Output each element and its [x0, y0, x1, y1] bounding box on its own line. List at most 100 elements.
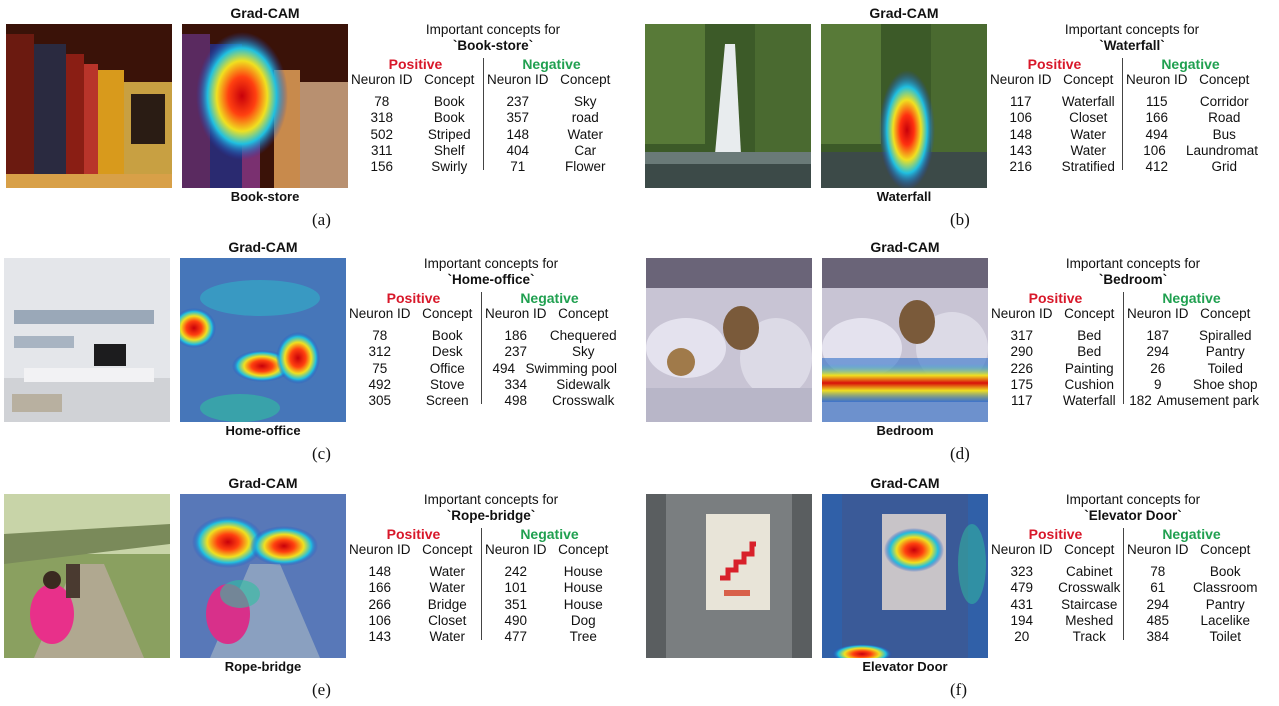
- neuron-id: 143: [1009, 142, 1033, 158]
- table-row: 237 Sky: [484, 94, 619, 110]
- table-row: 351 House: [482, 597, 617, 613]
- panel-c: Grad-CAM Home-office Important concepts …: [4, 236, 634, 468]
- neuron-id: 71: [510, 159, 526, 175]
- concept-header: Concept: [558, 306, 609, 321]
- table-row: 175 Cushion: [988, 377, 1123, 393]
- neuron-id-header: Neuron ID: [348, 542, 411, 557]
- table-row: 404 Car: [484, 143, 619, 159]
- concept: Stove: [429, 376, 465, 392]
- neuron-id: 492: [368, 376, 392, 392]
- negative-column: Negative Neuron ID Concept 242 House 101 Ho…: [482, 526, 617, 645]
- concept: Dog: [570, 612, 596, 628]
- table-intro: Important concepts for: [1065, 256, 1201, 271]
- concept: Corridor: [1199, 94, 1249, 109]
- column-divider: [1123, 528, 1124, 640]
- negative-header: Negative: [520, 290, 579, 306]
- table-row: 148 Water: [987, 127, 1122, 143]
- class-label: Waterfall: [876, 189, 932, 204]
- positive-header: Positive: [1028, 290, 1083, 306]
- neuron-id: 101: [504, 580, 528, 596]
- neuron-id: 182: [1129, 393, 1152, 409]
- concept: Screen: [425, 393, 469, 409]
- concept: Shoe shop: [1192, 376, 1258, 392]
- neuron-id-header: Neuron ID: [484, 306, 547, 321]
- concept: Waterfall: [1062, 393, 1116, 409]
- concept: Tree: [569, 629, 597, 645]
- table-row: 61 Classroom: [1124, 580, 1259, 596]
- table-row: 305 Screen: [346, 393, 481, 409]
- neuron-id: 148: [506, 126, 530, 142]
- concept: Swimming pool: [525, 360, 617, 376]
- table-row: 323 Cabinet: [988, 564, 1123, 580]
- table-row: 216 Stratified: [987, 159, 1122, 175]
- neuron-id: 106: [1143, 142, 1166, 158]
- neuron-id: 498: [504, 393, 528, 409]
- panel-f: Grad-CAM Elevator Door Important concept…: [646, 472, 1276, 704]
- concept-table: Important concepts for `Elevator Door` P…: [988, 492, 1278, 646]
- table-row: 498 Crosswalk: [482, 393, 617, 409]
- neuron-id: 78: [372, 328, 388, 343]
- table-row: 237 Sky: [482, 344, 617, 360]
- neuron-id: 216: [1009, 159, 1033, 175]
- neuron-id: 384: [1146, 629, 1170, 645]
- table-row: 490 Dog: [482, 613, 617, 629]
- positive-header: Positive: [386, 526, 441, 542]
- table-intro: Important concepts for: [1064, 22, 1200, 37]
- concept-header: Concept: [1200, 542, 1251, 557]
- neuron-id-header: Neuron ID: [1125, 72, 1188, 87]
- class-label: Home-office: [225, 423, 301, 438]
- concept: Swirly: [431, 159, 468, 175]
- table-row: 143 Water: [346, 629, 481, 645]
- concept: Water: [429, 629, 465, 645]
- table-row: 182 Amusement park: [1124, 393, 1259, 409]
- neuron-id: 237: [504, 344, 528, 360]
- neuron-id-header: Neuron ID: [348, 306, 411, 321]
- panel-caption: (d): [950, 444, 970, 463]
- concept: Toilet: [1209, 629, 1241, 645]
- table-row: 357 road: [484, 110, 619, 126]
- neuron-id: 479: [1010, 580, 1034, 596]
- neuron-id: 9: [1153, 376, 1162, 392]
- class-label: Book-store: [230, 189, 300, 204]
- table-class-title: `Elevator Door`: [1084, 508, 1182, 523]
- concept: Painting: [1064, 360, 1114, 376]
- neuron-id: 166: [368, 580, 392, 596]
- neuron-id: 305: [368, 393, 392, 409]
- table-row: 494 Bus: [1123, 127, 1258, 143]
- table-intro: Important concepts for: [423, 492, 559, 507]
- table-row: 294 Pantry: [1124, 344, 1259, 360]
- table-row: 115 Corridor: [1123, 94, 1258, 110]
- concept: Meshed: [1065, 612, 1114, 628]
- neuron-id: 294: [1146, 344, 1170, 360]
- gradcam-label: Grad-CAM: [870, 475, 940, 491]
- panel-caption: (f): [950, 680, 967, 699]
- waterfall-photo: [645, 24, 811, 188]
- gradcam-heatmap: [822, 494, 988, 658]
- concept: Chequered: [549, 328, 617, 343]
- panel-b: Grad-CAM Waterfall Important concepts fo…: [645, 2, 1275, 234]
- table-intro: Important concepts for: [423, 256, 559, 271]
- negative-header: Negative: [1162, 526, 1221, 542]
- table-class-title: `Book-store`: [452, 38, 534, 53]
- bookstore-photo: [6, 24, 172, 188]
- table-row: 431 Staircase: [988, 597, 1123, 613]
- table-row: 106 Closet: [987, 110, 1122, 126]
- concept: Water: [567, 126, 603, 142]
- gradcam-heatmap: [180, 494, 346, 658]
- neuron-id: 187: [1146, 328, 1170, 343]
- concept: Book: [433, 110, 465, 126]
- neuron-id: 412: [1145, 159, 1169, 175]
- table-row: 479 Crosswalk: [988, 580, 1123, 596]
- table-row: 148 Water: [346, 564, 481, 580]
- concept-header: Concept: [1064, 306, 1115, 321]
- table-row: 311 Shelf: [348, 143, 483, 159]
- negative-header: Negative: [1162, 290, 1221, 306]
- neuron-id-header: Neuron ID: [486, 72, 549, 87]
- table-row: 194 Meshed: [988, 613, 1123, 629]
- table-row: 242 House: [482, 564, 617, 580]
- concept-header: Concept: [422, 306, 473, 321]
- positive-column: Positive Neuron ID Concept 78 Book 312 Desk…: [346, 290, 481, 409]
- panel-d: Grad-CAM Bedroom Important concepts for: [646, 236, 1276, 468]
- neuron-id: 294: [1146, 596, 1170, 612]
- neuron-id: 323: [1010, 564, 1034, 579]
